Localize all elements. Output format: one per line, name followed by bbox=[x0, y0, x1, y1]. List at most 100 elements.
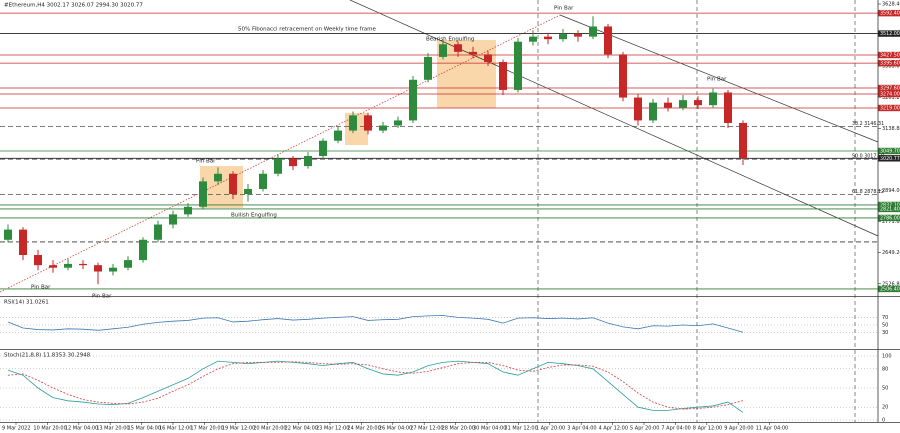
candle-body bbox=[514, 41, 522, 90]
fib-label: 38.2 3146.31 bbox=[852, 121, 884, 127]
level-price-box bbox=[878, 51, 900, 59]
x-tick-label: 13 Mar 20:00 bbox=[96, 426, 129, 432]
y-tick-label: 50 bbox=[882, 323, 888, 329]
x-tick-label: 28 Mar 20:00 bbox=[442, 426, 475, 432]
candle-body bbox=[349, 115, 357, 131]
level-price-label: 3592.40 bbox=[880, 11, 900, 17]
candle-body bbox=[244, 188, 252, 195]
annotation: 50% Fibonacci retracement on Weekly time… bbox=[238, 27, 376, 33]
candle-body bbox=[334, 130, 342, 141]
level-price-label: 2506.40 bbox=[880, 286, 900, 292]
rsi-title: RSI(14) 31.0261 bbox=[4, 300, 49, 306]
level-price-box bbox=[878, 205, 900, 213]
x-tick-label: 20 Mar 20:00 bbox=[253, 426, 286, 432]
y-tick-label: 2526.80 bbox=[882, 281, 900, 287]
level-price-box bbox=[878, 285, 900, 293]
x-tick-label: 22 Mar 04:00 bbox=[285, 426, 318, 432]
level-price-label: 3427.50 bbox=[880, 53, 900, 59]
x-tick-label: 11 Apr 04:00 bbox=[756, 426, 789, 432]
candle-body bbox=[484, 54, 492, 63]
x-tick-label: 3 Apr 04:00 bbox=[567, 426, 596, 432]
x-tick-label: 19 Mar 12:00 bbox=[222, 426, 255, 432]
annotation: Bearish Engulfing bbox=[426, 37, 474, 43]
candle-body bbox=[634, 97, 642, 121]
fib-label: 61.8 2878.12 bbox=[852, 189, 884, 195]
candle-body bbox=[289, 158, 297, 167]
candle-body bbox=[454, 44, 462, 52]
candle-body bbox=[409, 79, 417, 121]
annotation: Bullish Engulfing bbox=[231, 213, 277, 219]
candle-body bbox=[364, 115, 372, 131]
x-tick-label: 8 Apr 12:00 bbox=[693, 426, 722, 432]
level-price-label: 3274.00 bbox=[880, 92, 900, 98]
y-tick-label: 80 bbox=[882, 366, 888, 372]
vertical-separators bbox=[537, 0, 856, 422]
level-price-label: 2821.40 bbox=[880, 206, 900, 212]
candle-body bbox=[694, 100, 702, 106]
y-tick-label: 2771.60 bbox=[882, 219, 900, 225]
y-tick-label: 3261.20 bbox=[882, 95, 900, 101]
candle-body bbox=[679, 100, 687, 108]
y-tick-label: 2649.20 bbox=[882, 250, 900, 256]
y-tick-label: 3628.40 bbox=[882, 2, 900, 8]
candle-body bbox=[199, 181, 207, 207]
candle-body bbox=[709, 92, 717, 106]
x-tick-label: 23 Mar 12:00 bbox=[316, 426, 349, 432]
level-price-box bbox=[878, 84, 900, 92]
x-tick-label: 10 Mar 20:00 bbox=[33, 426, 66, 432]
x-tick-label: 9 Mar 2022 bbox=[2, 426, 31, 432]
candle-body bbox=[274, 158, 282, 174]
x-tick-label: 1 Apr 20:00 bbox=[536, 426, 565, 432]
candle-body bbox=[439, 44, 447, 57]
candle-body bbox=[259, 173, 267, 189]
candle-body bbox=[529, 36, 537, 42]
channel-line bbox=[349, 0, 879, 237]
candle-body bbox=[319, 140, 327, 156]
candle-body bbox=[664, 102, 672, 108]
candle-body bbox=[214, 173, 222, 182]
annotation: Pin Bar bbox=[92, 294, 112, 300]
y-tick-label: 0 bbox=[882, 418, 885, 424]
candle-body bbox=[34, 255, 42, 266]
candle-body bbox=[604, 26, 612, 55]
x-tick-label: 26 Mar 04:00 bbox=[379, 426, 412, 432]
candle-body bbox=[304, 155, 312, 167]
candle-body bbox=[424, 56, 432, 80]
header: #Ethereum,H4 3002.17 3026.07 2994.30 302… bbox=[4, 3, 143, 9]
x-tick-label: 4 Apr 12:00 bbox=[599, 426, 628, 432]
trendlines bbox=[0, 0, 879, 293]
level-price-box bbox=[878, 30, 900, 37]
y-tick-label: 70 bbox=[882, 315, 888, 321]
level-price-label: 2786.00 bbox=[880, 215, 900, 221]
candle-body bbox=[724, 92, 732, 123]
level-price-box bbox=[878, 201, 900, 209]
candle-body bbox=[589, 26, 597, 37]
level-price-label: 3049.70 bbox=[880, 148, 900, 154]
candle-body bbox=[619, 54, 627, 98]
level-price-label: 3219.00 bbox=[880, 105, 900, 111]
y-tick-label: 30 bbox=[882, 330, 888, 336]
candle-body bbox=[574, 34, 582, 37]
annotation: Pin Bar bbox=[196, 159, 216, 165]
indicator-line bbox=[7, 360, 744, 413]
x-tick-label: 24 Mar 20:00 bbox=[347, 426, 380, 432]
indicator-line bbox=[7, 315, 744, 333]
x-tick-label: 16 Mar 12:00 bbox=[159, 426, 192, 432]
y-tick-label: 100 bbox=[882, 354, 892, 360]
candle-body bbox=[739, 122, 747, 159]
level-price-box bbox=[878, 59, 900, 67]
level-price-box bbox=[878, 104, 900, 112]
candle-body bbox=[64, 263, 72, 268]
level-price-box bbox=[878, 214, 900, 222]
annotation: Pin Bar bbox=[31, 285, 51, 291]
indicator-line bbox=[7, 361, 744, 410]
candle-body bbox=[544, 36, 552, 40]
x-tick-label: 5 Apr 20:00 bbox=[630, 426, 659, 432]
x-tick-label: 7 Apr 04:00 bbox=[661, 426, 690, 432]
x-tick-label: 12 Mar 04:00 bbox=[65, 426, 98, 432]
stoch-title: Stoch(21,8,8) 11.8353 30.2948 bbox=[4, 353, 91, 359]
level-price-label: 3395.60 bbox=[880, 61, 900, 67]
level-price-label: 3020.77 bbox=[880, 156, 900, 162]
y-tick-label: 20 bbox=[882, 405, 888, 411]
x-tick-label: 15 Mar 04:00 bbox=[128, 426, 161, 432]
